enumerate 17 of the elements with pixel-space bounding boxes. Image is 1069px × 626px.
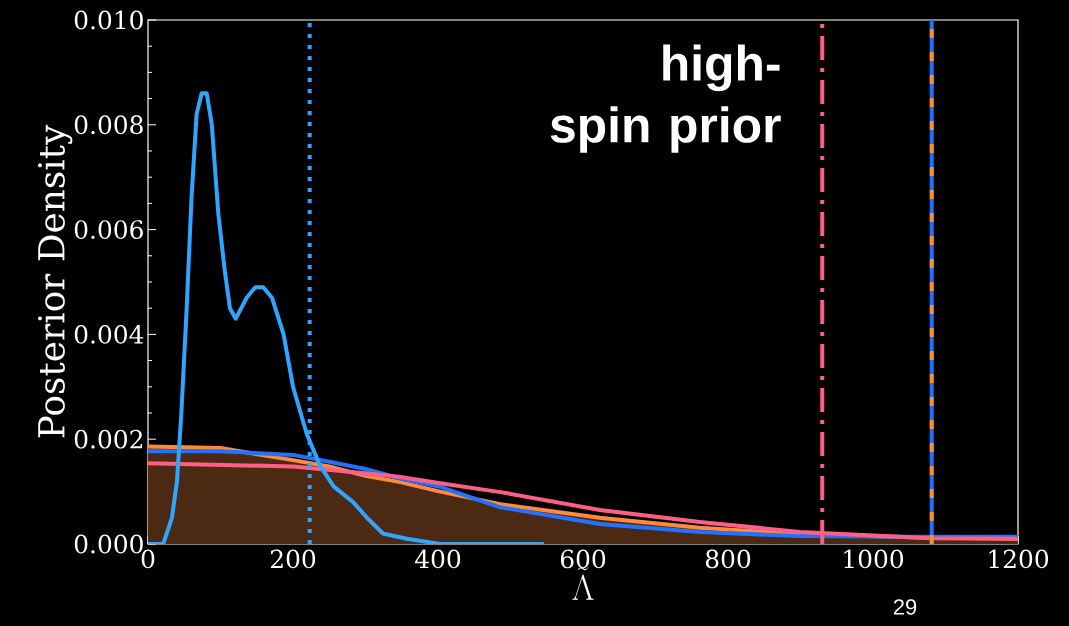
x-tick-label: 1000 [844,549,904,569]
text: 29 [893,599,917,615]
x-tick-label: 1200 [989,549,1049,569]
x-tick-label: 200 [270,549,316,569]
y-tick-label: 0.004 [74,324,144,344]
x-axis-title: $\tilde{\Lambda}$ [572,567,594,600]
y-tick-label: 0.008 [74,115,143,135]
x-tick-label: 400 [415,549,461,569]
y-axis-title: Posterior Density [37,124,73,438]
y-tick-label: 0.006 [74,220,143,240]
annotation: high-spin prior [550,44,781,153]
y-tick-label: 0.010 [74,10,143,30]
x-tick-label: 600 [560,549,606,569]
x-tick-label: 0 [141,549,155,569]
y-tick-label: 0.002 [74,429,143,449]
y-tick-label: 0.000 [74,534,143,554]
x-tick-label: 800 [705,549,751,569]
